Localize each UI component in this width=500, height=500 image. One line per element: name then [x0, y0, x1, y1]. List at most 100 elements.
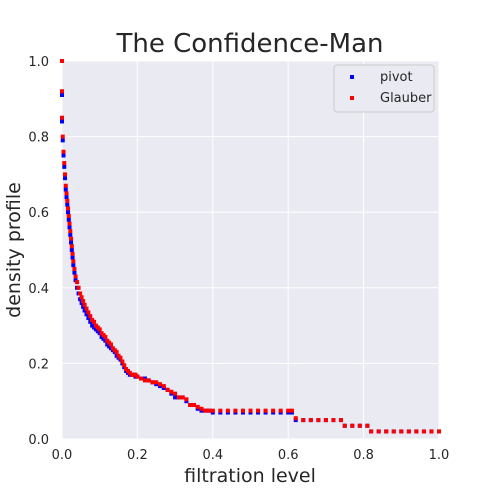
data-point-glauber	[70, 251, 75, 256]
data-point-pivot	[60, 93, 64, 98]
data-point-glauber	[86, 310, 91, 315]
legend-marker-pivot	[350, 75, 354, 79]
y-tick-label: 0.0	[28, 433, 49, 448]
legend-label-glauber: Glauber	[380, 91, 432, 106]
data-point-glauber	[75, 280, 80, 285]
data-point-glauber	[139, 376, 144, 381]
x-tick-label: 0.2	[127, 448, 148, 463]
data-point-pivot	[63, 187, 68, 192]
data-point-glauber	[233, 408, 238, 413]
data-point-glauber	[199, 406, 204, 411]
data-point-glauber	[71, 259, 76, 264]
data-point-glauber	[391, 429, 396, 434]
data-point-glauber	[60, 89, 64, 94]
data-point-glauber	[278, 408, 283, 413]
data-point-pivot	[71, 263, 76, 268]
data-point-glauber	[207, 408, 212, 413]
data-point-glauber	[103, 334, 108, 339]
data-point-glauber	[122, 363, 127, 368]
data-point-glauber	[350, 423, 355, 428]
data-point-glauber	[203, 408, 208, 413]
data-point-pivot	[63, 176, 68, 181]
data-point-glauber	[72, 266, 77, 271]
data-point-glauber	[69, 236, 74, 241]
legend: pivot Glauber	[333, 64, 435, 113]
data-point-glauber	[180, 395, 185, 400]
tick-labels: 0.0 0.2 0.4 0.6 0.8 1.0 0.0 0.2 0.4 0.6 0.8 1.0	[28, 55, 449, 463]
legend-label-pivot: pivot	[380, 70, 413, 85]
y-tick-label: 0.4	[28, 282, 49, 297]
data-point-glauber	[158, 382, 163, 387]
data-point-glauber	[399, 429, 404, 434]
chart-title: The Confidence-Man	[115, 29, 383, 59]
data-point-glauber	[81, 299, 86, 304]
data-point-glauber	[120, 359, 125, 364]
data-point-glauber	[64, 191, 69, 196]
series-glauber	[60, 59, 441, 434]
data-point-glauber	[176, 395, 181, 400]
data-point-glauber	[173, 391, 178, 396]
data-point-glauber	[142, 378, 147, 383]
x-tick-label: 0.4	[202, 448, 223, 463]
data-point-glauber	[114, 350, 119, 355]
data-point-glauber	[62, 161, 67, 166]
y-axis-label: density profile	[3, 182, 25, 318]
x-tick-label: 0.8	[353, 448, 374, 463]
data-point-glauber	[301, 418, 306, 423]
legend-box	[333, 64, 435, 113]
data-point-pivot	[173, 395, 178, 400]
data-point-glauber	[429, 429, 434, 434]
data-point-pivot	[64, 195, 69, 200]
data-point-glauber	[150, 380, 155, 385]
data-point-pivot	[66, 217, 71, 222]
data-point-glauber	[421, 429, 426, 434]
data-point-glauber	[286, 408, 291, 413]
data-point-glauber	[225, 408, 230, 413]
data-point-pivot	[70, 255, 75, 260]
data-point-glauber	[271, 408, 276, 413]
data-point-glauber	[365, 423, 370, 428]
data-point-glauber	[88, 314, 93, 319]
data-point-glauber	[161, 384, 166, 389]
data-point-glauber	[191, 402, 196, 407]
data-point-glauber	[60, 115, 64, 120]
data-point-glauber	[169, 389, 174, 394]
data-point-glauber	[66, 206, 71, 211]
data-point-glauber	[92, 319, 97, 324]
data-point-glauber	[342, 423, 347, 428]
data-point-pivot	[66, 210, 71, 215]
data-point-glauber	[406, 429, 411, 434]
data-point-glauber	[316, 418, 321, 423]
data-point-pivot	[69, 248, 74, 252]
data-point-glauber	[68, 229, 73, 234]
y-tick-label: 1.0	[28, 55, 49, 70]
data-point-glauber	[79, 295, 84, 300]
data-point-glauber	[60, 59, 64, 63]
data-point-glauber	[414, 429, 419, 434]
data-point-glauber	[308, 418, 313, 423]
data-point-pivot	[61, 153, 66, 158]
data-point-glauber	[76, 285, 81, 290]
y-tick-label: 0.2	[28, 357, 49, 372]
data-point-pivot	[69, 240, 74, 245]
data-point-glauber	[218, 408, 223, 413]
y-tick-label: 0.8	[28, 131, 49, 146]
plot-area	[62, 61, 439, 439]
data-point-glauber	[66, 213, 71, 218]
data-point-glauber	[338, 418, 343, 423]
data-point-pivot	[72, 270, 77, 275]
data-point-glauber	[63, 183, 68, 188]
data-point-glauber	[184, 397, 189, 402]
data-point-glauber	[118, 355, 123, 360]
data-point-pivot	[60, 119, 64, 124]
data-point-glauber	[323, 418, 328, 423]
data-point-pivot	[68, 232, 73, 237]
data-point-glauber	[384, 429, 389, 434]
data-point-glauber	[109, 342, 114, 347]
data-point-glauber	[331, 418, 336, 423]
x-axis-label: filtration level	[184, 465, 316, 487]
data-point-pivot	[65, 202, 70, 207]
data-point-glauber	[61, 149, 66, 154]
data-point-glauber	[97, 327, 102, 332]
